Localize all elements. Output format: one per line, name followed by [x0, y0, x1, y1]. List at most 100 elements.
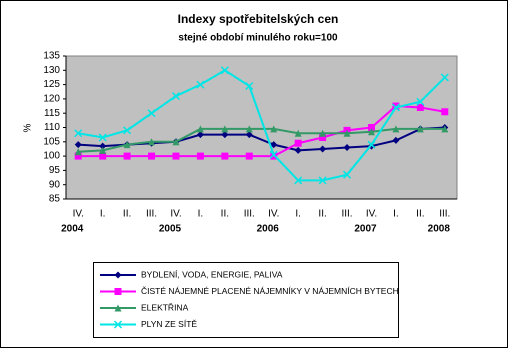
- marker: [318, 176, 327, 185]
- chart-subtitle: stejné období minulého roku=100: [178, 33, 338, 44]
- y-tick-label: 115: [44, 108, 60, 119]
- marker: [416, 125, 424, 133]
- marker: [196, 125, 204, 133]
- year-label: 2005: [159, 224, 182, 235]
- y-tick-label: 100: [43, 151, 60, 162]
- marker: [74, 152, 82, 160]
- marker: [391, 103, 400, 112]
- legend-label: BYDLENÍ, VODA, ENERGIE, PALIVA: [141, 269, 283, 279]
- marker: [147, 109, 156, 118]
- marker: [294, 146, 302, 154]
- x-tick-label: IV.: [73, 209, 84, 220]
- y-tick-label: 90: [49, 179, 61, 190]
- marker: [440, 73, 449, 82]
- x-tick-label: I.: [100, 209, 106, 220]
- marker: [319, 129, 327, 137]
- x-tick-label: III.: [244, 209, 255, 220]
- marker: [392, 102, 400, 110]
- marker: [416, 103, 424, 111]
- x-tick-label: I.: [393, 209, 399, 220]
- year-label: 2006: [257, 224, 280, 235]
- x-tick-label: I.: [295, 209, 301, 220]
- x-tick-label: IV.: [170, 209, 181, 220]
- marker: [196, 80, 205, 89]
- y-tick-label: 105: [43, 136, 60, 147]
- marker: [220, 66, 229, 75]
- marker: [74, 148, 82, 156]
- y-tick-label: 125: [43, 79, 60, 90]
- marker: [98, 133, 107, 142]
- marker: [99, 152, 107, 160]
- marker: [294, 129, 302, 137]
- marker: [319, 134, 327, 142]
- series-line: [78, 105, 445, 158]
- marker: [196, 152, 204, 160]
- marker: [270, 141, 278, 149]
- marker: [270, 125, 278, 133]
- marker: [114, 304, 122, 312]
- marker: [123, 152, 131, 160]
- legend-label: ČISTÉ NÁJEMNÉ PLACENÉ NÁJEMNÍKY V NÁJEMN…: [141, 286, 399, 296]
- y-tick-label: 85: [49, 194, 61, 205]
- marker: [221, 131, 229, 139]
- x-tick-label: II.: [123, 209, 131, 220]
- series-line: [78, 69, 446, 182]
- x-tick-label: II.: [318, 209, 326, 220]
- marker: [343, 170, 352, 179]
- marker: [392, 125, 400, 133]
- marker: [367, 124, 375, 131]
- y-tick-label: 95: [49, 165, 61, 176]
- marker: [99, 146, 107, 154]
- marker: [367, 128, 375, 136]
- marker: [319, 145, 327, 153]
- marker: [343, 144, 351, 152]
- marker: [171, 92, 180, 101]
- marker: [343, 129, 351, 137]
- year-label: 2007: [354, 224, 377, 235]
- x-tick-label: II.: [221, 209, 229, 220]
- legend-label: ELEKTŘINA: [141, 302, 189, 312]
- marker: [245, 131, 253, 139]
- y-tick-label: 135: [43, 51, 60, 62]
- marker: [172, 138, 180, 146]
- marker: [221, 125, 229, 133]
- marker: [74, 141, 82, 149]
- y-tick-label: 130: [43, 65, 60, 76]
- marker: [99, 142, 107, 150]
- marker: [294, 139, 302, 147]
- chart-title: Indexy spotřebitelských cen: [178, 12, 339, 26]
- marker: [172, 152, 180, 160]
- marker: [123, 141, 131, 149]
- marker: [245, 125, 253, 133]
- marker: [441, 108, 449, 116]
- marker: [392, 136, 400, 144]
- x-tick-label: I.: [198, 209, 204, 220]
- year-label: 2008: [428, 224, 451, 235]
- marker: [74, 129, 83, 138]
- x-tick-label: III.: [146, 209, 157, 220]
- series-line: [78, 127, 445, 153]
- y-axis-label: %: [23, 123, 34, 132]
- legend: [93, 262, 399, 338]
- marker: [245, 152, 253, 160]
- year-label: 2004: [61, 224, 84, 235]
- y-tick-label: 110: [44, 122, 60, 133]
- marker: [367, 140, 376, 149]
- marker: [148, 152, 156, 160]
- marker: [294, 176, 303, 185]
- x-tick-label: III.: [341, 209, 352, 220]
- marker: [123, 126, 132, 135]
- marker: [269, 150, 278, 159]
- x-tick-label: III.: [439, 209, 450, 220]
- marker: [245, 81, 254, 91]
- x-tick-label: IV.: [268, 209, 279, 220]
- marker: [416, 97, 425, 106]
- x-tick-label: II.: [416, 209, 424, 220]
- y-tick-label: 120: [43, 94, 60, 105]
- marker: [113, 320, 123, 329]
- marker: [114, 288, 122, 295]
- x-tick-label: IV.: [366, 209, 377, 220]
- marker: [196, 131, 204, 139]
